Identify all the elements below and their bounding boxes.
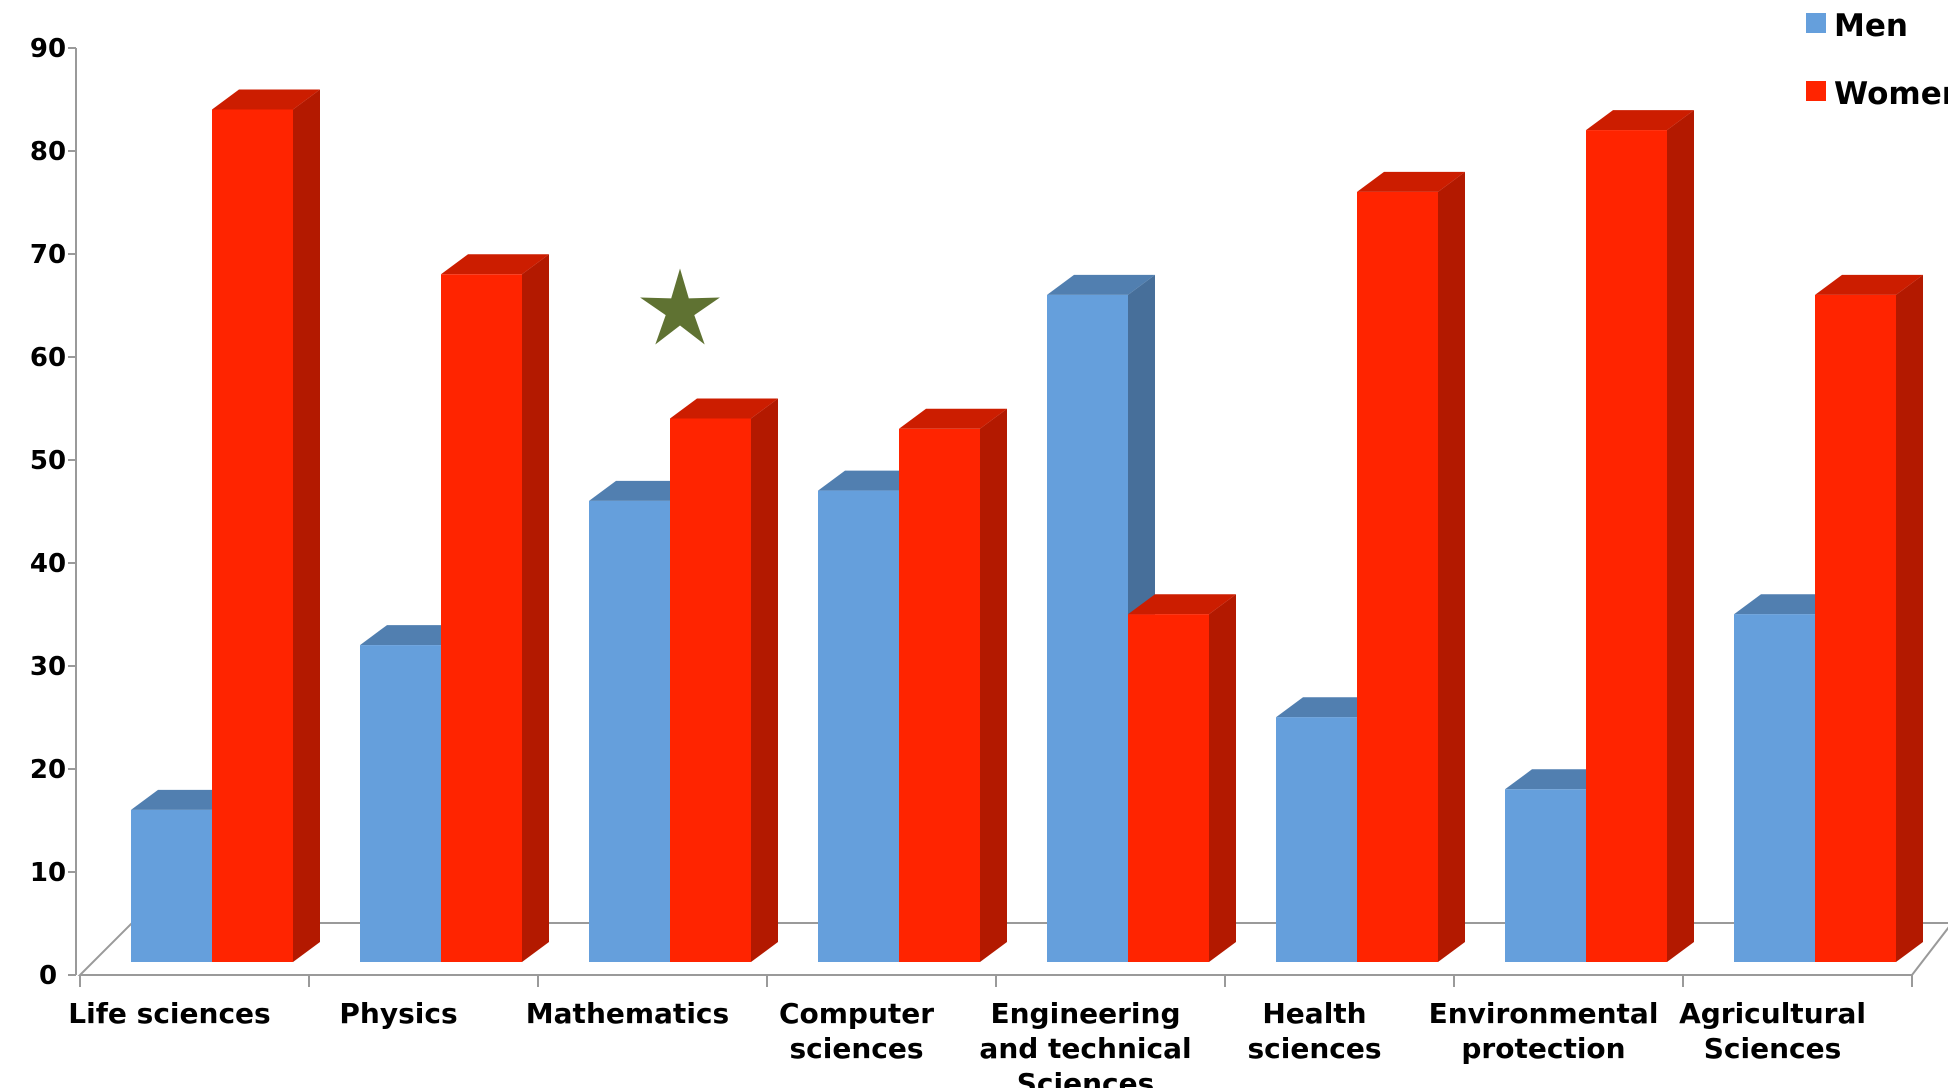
legend-swatch-women (1806, 81, 1826, 101)
star-icon (640, 268, 720, 345)
x-category-label: Mathematics (526, 997, 729, 1030)
x-category-label: Life sciences (68, 997, 270, 1030)
bar-front (1505, 789, 1586, 962)
y-tick-label: 0 (39, 961, 57, 991)
bar-women (441, 254, 549, 963)
bar-women (1357, 171, 1465, 962)
bar-front (589, 500, 670, 962)
bar-top (670, 398, 778, 419)
y-tick-label: 30 (30, 652, 66, 682)
legend-label-men: Men (1834, 8, 1908, 44)
bar-side (980, 408, 1007, 962)
y-tick-label: 20 (30, 755, 66, 785)
bar-front (360, 645, 441, 962)
bar-top (212, 89, 320, 110)
chart-floor (77, 922, 1948, 976)
bar-front (1734, 614, 1815, 962)
bar-front (1586, 130, 1667, 963)
bar-women (1128, 594, 1236, 962)
bar-side (751, 398, 778, 962)
x-category-label: Agricultural (1679, 997, 1866, 1030)
bar-top (1047, 274, 1155, 295)
bar-front (1276, 717, 1357, 962)
bar-women (1815, 274, 1923, 962)
x-category-label: sciences (789, 1032, 923, 1065)
bar-side (293, 89, 320, 962)
bar-top (899, 408, 1007, 429)
bar-front (1047, 294, 1128, 962)
x-category-label: sciences (1247, 1032, 1381, 1065)
x-category-label: Physics (339, 997, 457, 1030)
bar-front (1357, 191, 1438, 962)
bar-side (1896, 274, 1923, 962)
y-tick-label: 90 (30, 34, 66, 64)
x-category-label: Computer (779, 997, 934, 1030)
bar-women (899, 408, 1007, 962)
bar-women (670, 398, 778, 962)
bar-front (670, 418, 751, 962)
x-category-label: Health (1262, 997, 1366, 1030)
bar-side (522, 254, 549, 963)
y-tick-label: 50 (30, 446, 66, 476)
bar-top (1815, 274, 1923, 295)
y-tick-label: 80 (30, 137, 66, 167)
floor-outline (77, 922, 1948, 976)
x-category-label: Sciences (1704, 1032, 1842, 1065)
x-category-label: and technical (979, 1032, 1191, 1065)
bar-side (1438, 171, 1465, 962)
annotations (640, 268, 720, 345)
bar-side (1667, 110, 1694, 963)
bar-front (818, 490, 899, 962)
legend-label-women: Women (1834, 76, 1948, 112)
y-axis: 0 10 20 30 40 50 60 70 80 90 (30, 34, 77, 991)
x-axis: Life sciences Physics Mathematics Computers… (68, 975, 1913, 1088)
x-category-label: protection (1461, 1032, 1625, 1065)
legend-swatch-men (1806, 13, 1826, 33)
y-tick-label: 70 (30, 240, 66, 270)
bar-front (1128, 614, 1209, 962)
y-tick-label: 60 (30, 343, 66, 373)
bar-top (1357, 171, 1465, 192)
bar-front (899, 428, 980, 962)
bar-side (1209, 594, 1236, 962)
bar-front (131, 809, 212, 962)
bar-front (212, 109, 293, 962)
bar-front (441, 274, 522, 962)
bar-top (1586, 110, 1694, 131)
bar-top (1128, 594, 1236, 615)
x-category-label: Engineering (991, 997, 1181, 1030)
bar-front (1815, 294, 1896, 962)
x-category-label: Sciences (1017, 1067, 1155, 1088)
legend: Men Women (1806, 8, 1948, 112)
bar-women (212, 89, 320, 962)
bar-top (441, 254, 549, 275)
y-tick-label: 10 (30, 858, 66, 888)
y-tick-label: 40 (30, 549, 66, 579)
bars (131, 89, 1923, 963)
bar-women (1586, 110, 1694, 963)
x-category-label: Environmental (1429, 997, 1659, 1030)
